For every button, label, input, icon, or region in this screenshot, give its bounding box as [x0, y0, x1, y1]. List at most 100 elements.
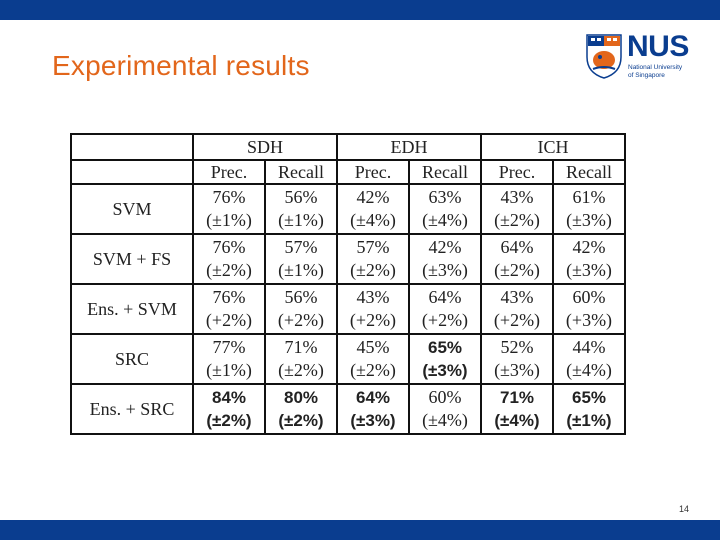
result-spread: (+2%)	[493, 310, 541, 330]
logo-subtitle-line: of Singapore	[628, 71, 665, 79]
result-value: 45%	[356, 337, 390, 357]
result-value: 71%	[499, 388, 535, 407]
table-row: Ens. + SRC 84% (±2%) 80% (±2%) 64% (±3%) 60% (±4…	[70, 383, 626, 435]
result-value: 57%	[284, 237, 318, 257]
result-cell: 60% (+3%)	[552, 283, 626, 335]
result-value: 52%	[500, 337, 534, 357]
result-spread: (+2%)	[349, 310, 397, 330]
result-spread: (±2%)	[350, 360, 396, 380]
result-spread: (±4%)	[494, 411, 540, 430]
result-value: 65%	[427, 338, 463, 357]
table-row: SVM + FS 76% (±2%) 57% (±1%) 57% (±2%) 42% (±3%)…	[70, 233, 626, 285]
result-cell: 52% (±3%)	[480, 333, 554, 385]
subheader: Prec.	[480, 159, 554, 185]
header-corner	[70, 159, 194, 185]
result-spread: (+2%)	[421, 310, 469, 330]
result-spread: (±2%)	[494, 210, 540, 230]
result-cell: 76% (±1%)	[192, 183, 266, 235]
subheader: Recall	[264, 159, 338, 185]
result-cell: 77% (±1%)	[192, 333, 266, 385]
slide-title: Experimental results	[52, 50, 310, 81]
result-spread: (±3%)	[494, 360, 540, 380]
result-spread: (+2%)	[277, 310, 325, 330]
result-spread: (±3%)	[566, 260, 612, 280]
result-value: 43%	[356, 287, 390, 307]
result-value: 64%	[355, 388, 391, 407]
result-cell: 42% (±4%)	[336, 183, 410, 235]
header-corner	[70, 133, 194, 161]
result-value: 71%	[284, 337, 318, 357]
result-value: 42%	[572, 237, 606, 257]
result-value: 65%	[571, 388, 607, 407]
result-value: 44%	[572, 337, 606, 357]
result-spread: (±2%)	[278, 411, 324, 430]
result-cell: 76% (+2%)	[192, 283, 266, 335]
row-label: Ens. + SRC	[70, 383, 194, 435]
result-spread: (+2%)	[205, 310, 253, 330]
result-value: 56%	[284, 187, 318, 207]
result-spread: (±3%)	[350, 411, 396, 430]
result-spread: (±2%)	[206, 260, 252, 280]
result-cell: 42% (±3%)	[408, 233, 482, 285]
result-spread: (±4%)	[350, 210, 396, 230]
row-label: Ens. + SVM	[70, 283, 194, 335]
result-value: 64%	[500, 237, 534, 257]
crest-icon	[586, 34, 622, 79]
subheader: Prec.	[336, 159, 410, 185]
result-cell: 71% (±4%)	[480, 383, 554, 435]
result-cell: 64% (±2%)	[480, 233, 554, 285]
table-row: SVM 76% (±1%) 56% (±1%) 42% (±4%) 63% (±4%) 43% (±…	[70, 183, 626, 235]
result-cell: 71% (±2%)	[264, 333, 338, 385]
result-cell: 43% (+2%)	[336, 283, 410, 335]
result-spread: (+3%)	[565, 310, 613, 330]
result-spread: (±2%)	[278, 360, 324, 380]
result-value: 76%	[212, 187, 246, 207]
result-spread: (±2%)	[206, 411, 252, 430]
result-spread: (±3%)	[422, 260, 468, 280]
result-cell: 44% (±4%)	[552, 333, 626, 385]
result-cell: 64% (±3%)	[336, 383, 410, 435]
result-spread: (±1%)	[566, 411, 612, 430]
subheader: Prec.	[192, 159, 266, 185]
result-spread: (±1%)	[278, 260, 324, 280]
table-row: SRC 77% (±1%) 71% (±2%) 45% (±2%) 65% (±3%) 52% (±…	[70, 333, 626, 385]
group-header-row: SDH EDH ICH	[70, 133, 626, 161]
result-spread: (±2%)	[350, 260, 396, 280]
result-cell: 64% (+2%)	[408, 283, 482, 335]
result-value: 77%	[212, 337, 246, 357]
result-value: 80%	[283, 388, 319, 407]
result-spread: (±3%)	[566, 210, 612, 230]
result-cell: 43% (±2%)	[480, 183, 554, 235]
results-table: SDH EDH ICH Prec. Recall Prec. Recall Pr…	[70, 133, 626, 435]
result-cell: 65% (±1%)	[552, 383, 626, 435]
result-value: 76%	[212, 237, 246, 257]
row-label: SVM + FS	[70, 233, 194, 285]
result-cell: 56% (+2%)	[264, 283, 338, 335]
group-header: EDH	[336, 133, 482, 161]
result-cell: 57% (±1%)	[264, 233, 338, 285]
result-spread: (±4%)	[422, 410, 468, 430]
result-value: 61%	[572, 187, 606, 207]
logo-subtitle-line: National University	[628, 64, 683, 71]
result-cell: 61% (±3%)	[552, 183, 626, 235]
result-cell: 56% (±1%)	[264, 183, 338, 235]
result-spread: (±4%)	[566, 360, 612, 380]
result-cell: 60% (±4%)	[408, 383, 482, 435]
result-cell: 42% (±3%)	[552, 233, 626, 285]
row-label: SVM	[70, 183, 194, 235]
nus-logo: NUS National University of Singapore	[585, 30, 695, 85]
top-banner	[0, 0, 720, 20]
result-spread: (±1%)	[206, 210, 252, 230]
result-value: 76%	[212, 287, 246, 307]
subheader: Recall	[408, 159, 482, 185]
group-header: SDH	[192, 133, 338, 161]
result-value: 57%	[356, 237, 390, 257]
table-row: Ens. + SVM 76% (+2%) 56% (+2%) 43% (+2%) 64% (+2…	[70, 283, 626, 335]
result-cell: 80% (±2%)	[264, 383, 338, 435]
result-cell: 43% (+2%)	[480, 283, 554, 335]
result-value: 60%	[572, 287, 606, 307]
result-spread: (±1%)	[278, 210, 324, 230]
result-value: 42%	[356, 187, 390, 207]
result-value: 60%	[428, 387, 462, 407]
result-value: 42%	[428, 237, 462, 257]
